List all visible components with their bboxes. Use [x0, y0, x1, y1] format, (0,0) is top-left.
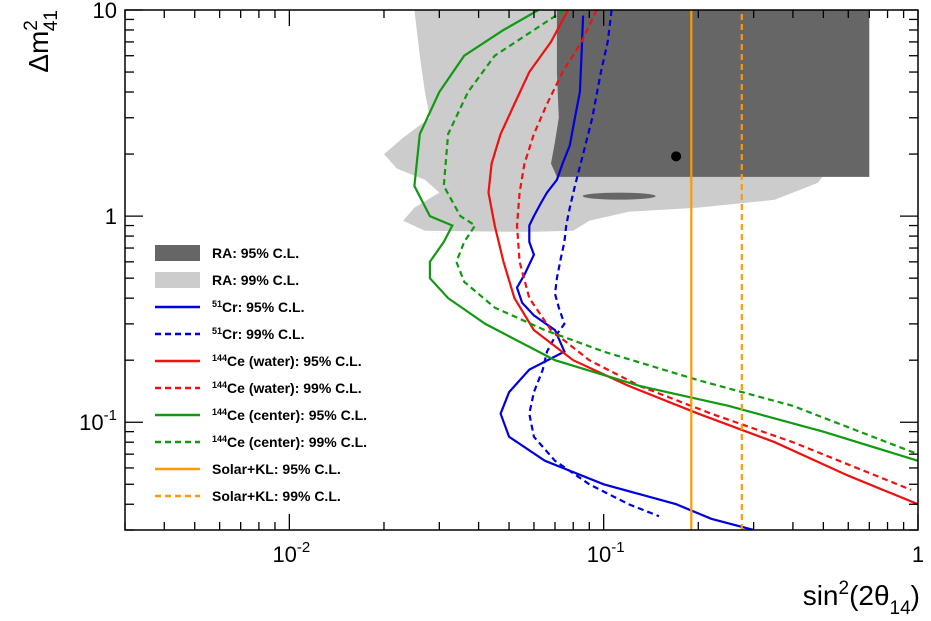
series-line-3 — [515, 10, 912, 491]
sensitivity-curves — [413, 10, 918, 530]
x-tick-label: 10-1 — [587, 539, 625, 567]
legend-label: 51Cr: 99% C.L. — [212, 326, 304, 342]
legend-swatch — [155, 245, 200, 261]
y-tick-label: 1 — [105, 204, 117, 229]
region-ra-95-island — [582, 192, 656, 200]
axis-ticks: 10-2 10-1 1 10-1 1 10 — [79, 0, 924, 567]
x-tick-label: 1 — [912, 542, 924, 567]
legend-label: RA: 99% C.L. — [212, 272, 299, 288]
y-axis-title: Δm241 — [21, 10, 62, 73]
legend-label: 144Ce (center): 95% C.L. — [212, 407, 367, 423]
legend-label: 144Ce (center): 99% C.L. — [212, 434, 367, 450]
legend-label: Solar+KL: 95% C.L. — [212, 461, 341, 477]
plot-frame — [124, 9, 919, 531]
best-fit-layer — [671, 151, 682, 162]
series-line-2 — [487, 10, 918, 506]
legend: RA: 95% C.L. RA: 99% C.L. 51Cr: 95% C.L. 51… — [155, 245, 367, 504]
legend-label: RA: 95% C.L. — [212, 245, 299, 261]
x-tick-label: 10-2 — [272, 539, 310, 567]
x-axis-title: sin2(2θ14) — [803, 578, 920, 619]
allowed-regions — [384, 10, 870, 232]
series-line-1 — [528, 10, 660, 518]
series-line-5 — [442, 10, 918, 456]
series-line-0 — [499, 15, 754, 530]
region-ra-95 — [551, 10, 870, 177]
series-line-4 — [413, 10, 918, 462]
legend-label: 51Cr: 95% C.L. — [212, 299, 304, 315]
y-tick-label: 10 — [93, 0, 117, 23]
legend-label: Solar+KL: 99% C.L. — [212, 488, 341, 504]
best-fit-point — [671, 151, 682, 162]
legend-swatch — [155, 272, 200, 288]
legend-label: 144Ce (water): 99% C.L. — [212, 380, 362, 396]
legend-label: 144Ce (water): 95% C.L. — [212, 353, 362, 369]
y-tick-label: 10-1 — [79, 407, 117, 435]
